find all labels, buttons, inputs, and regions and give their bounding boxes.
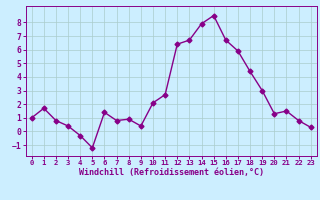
X-axis label: Windchill (Refroidissement éolien,°C): Windchill (Refroidissement éolien,°C) xyxy=(79,168,264,177)
